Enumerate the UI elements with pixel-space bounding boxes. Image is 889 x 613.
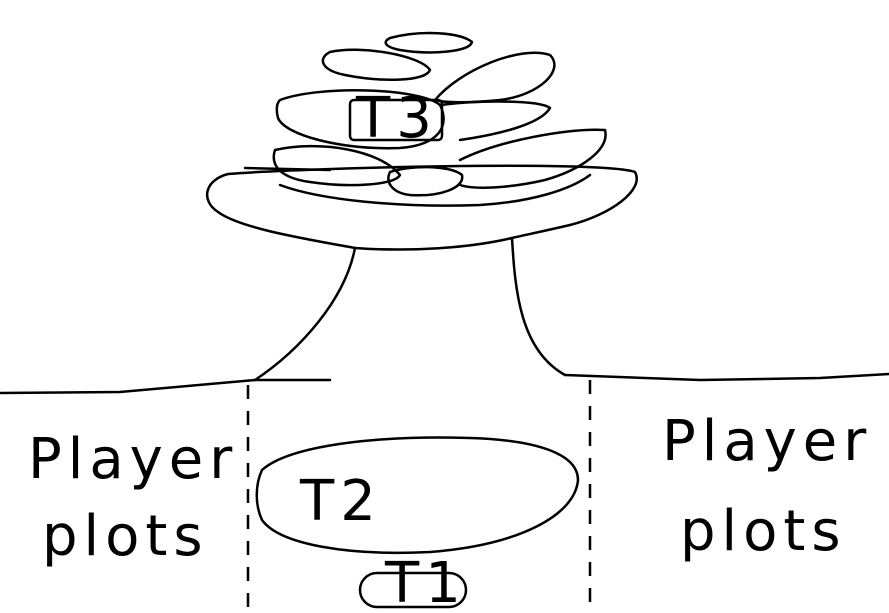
petal-center-oval bbox=[387, 165, 464, 197]
petal-upper-left bbox=[321, 48, 432, 81]
petal-stroke-left bbox=[243, 166, 332, 172]
t2-label: T2 bbox=[299, 469, 382, 534]
t1-pill bbox=[358, 571, 468, 609]
left-plots-label: plots bbox=[42, 504, 209, 569]
petal-lower-right bbox=[458, 128, 607, 189]
petal-middle-left bbox=[275, 89, 445, 150]
petal-middle-right bbox=[438, 100, 552, 142]
mountain-left-slope bbox=[253, 246, 357, 382]
t1-label: T1 bbox=[384, 551, 467, 613]
petal-top-small bbox=[384, 31, 474, 54]
right-player-label: Player bbox=[662, 409, 872, 474]
t3-label: T3 bbox=[355, 86, 438, 151]
petal-base-curve bbox=[278, 173, 592, 207]
petal-lower-left bbox=[272, 144, 402, 187]
right-plots-label: plots bbox=[680, 499, 847, 564]
ground-line bbox=[0, 372, 889, 395]
left-player-label: Player bbox=[28, 427, 238, 492]
upper-plateau bbox=[205, 164, 638, 251]
petal-upper-right bbox=[433, 51, 556, 104]
t2-ellipse bbox=[255, 436, 580, 555]
mountain-right-slope bbox=[510, 236, 567, 377]
t3-box bbox=[348, 98, 444, 142]
